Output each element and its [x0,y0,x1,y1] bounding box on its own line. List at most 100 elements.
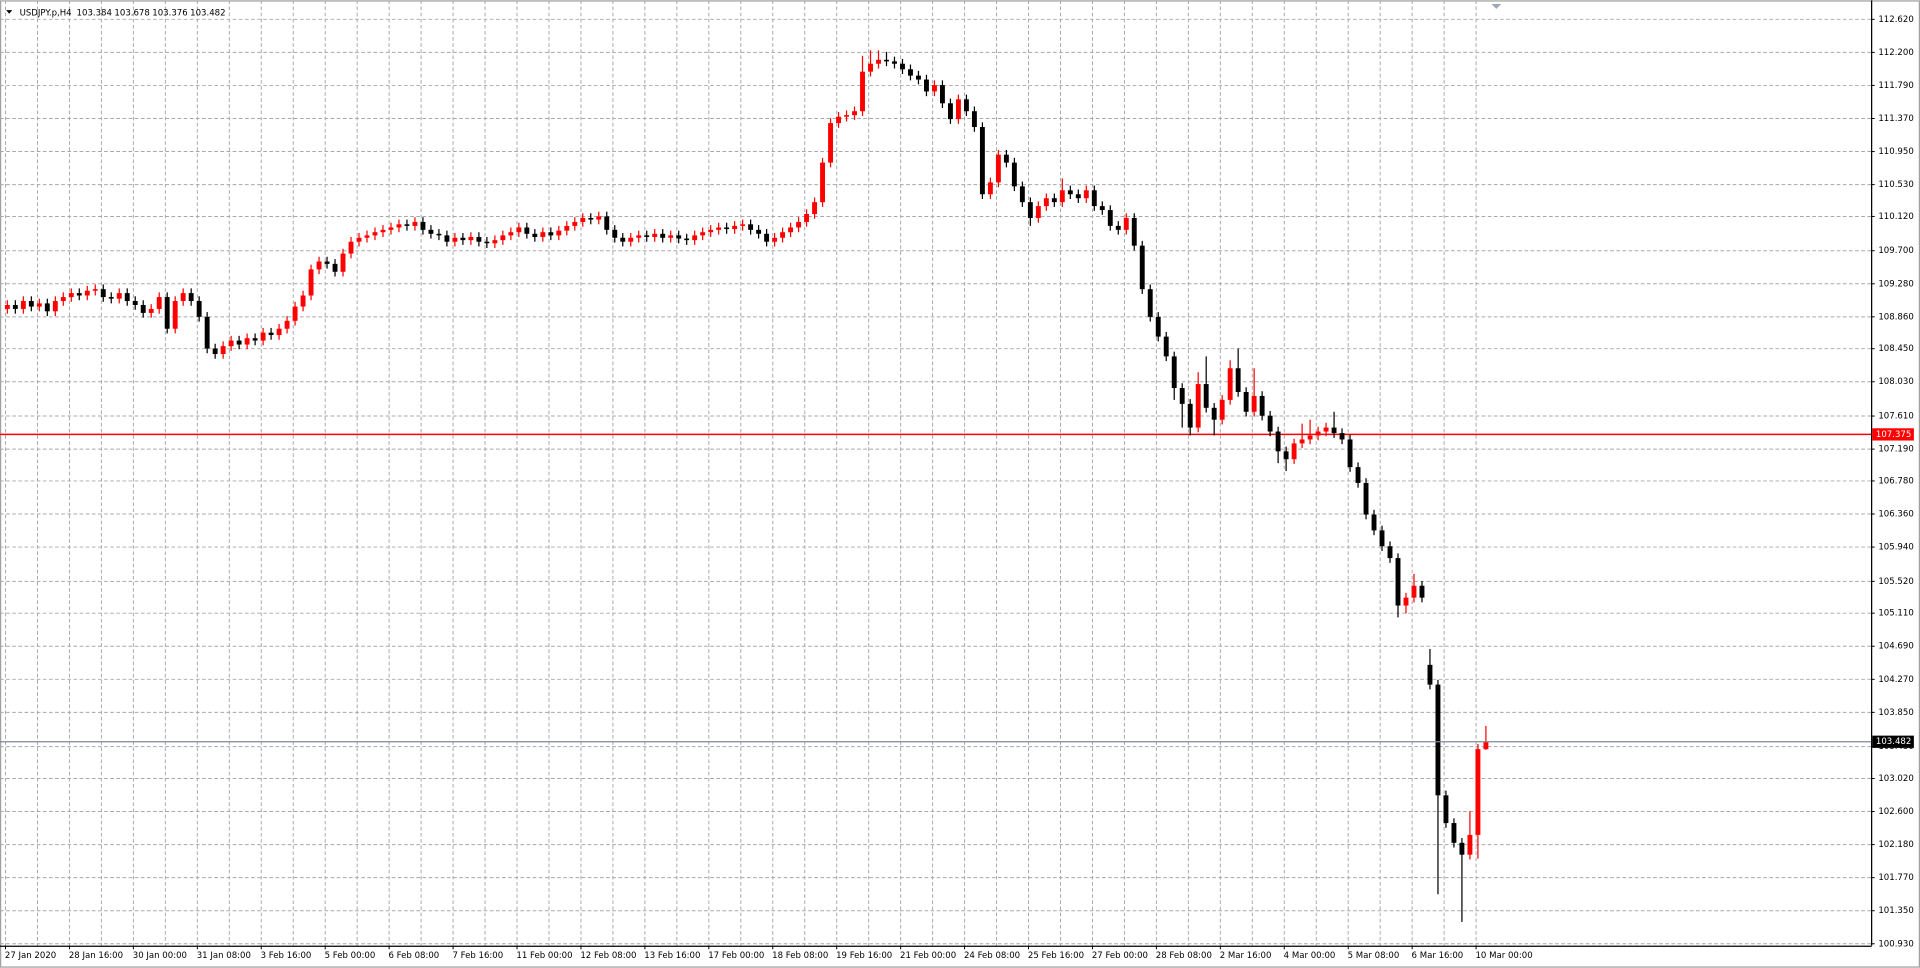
candle-body [236,340,242,345]
candle-body [604,216,610,230]
candle-body [660,233,666,238]
candle-body [1379,530,1385,547]
y-tick-label: 105.110 [1878,609,1913,619]
candle-body [1411,585,1417,598]
candle-body [20,301,26,309]
y-tick-label: 102.180 [1878,840,1913,850]
candle-body [180,293,186,302]
candle-body [596,216,602,220]
candle-body [1243,391,1249,412]
candle-body [52,301,58,312]
candle-body [60,297,66,302]
y-tick-label: 111.370 [1878,114,1913,124]
candle-body [276,328,282,336]
candle-body [188,293,194,302]
candle-body [412,221,418,226]
candles [0,50,1872,922]
candle-body [1363,482,1369,515]
x-tick-label: 6 Mar 16:00 [1412,951,1464,961]
candle-body [508,232,514,236]
last-price-box [1872,735,1914,748]
candle-body [532,233,538,237]
candle-body [1419,585,1425,598]
candle-body [332,263,338,272]
x-tick-label: 12 Feb 08:00 [580,951,636,961]
chart-header: USDJPY.p,H4 103.384 103.678 103.376 103.482 [20,8,226,18]
candle-body [1163,336,1169,357]
candle-body [1171,356,1177,389]
candle-body [620,237,626,242]
candle-body [1179,388,1185,404]
candle-body [244,338,250,345]
candle-body [1211,407,1217,420]
candle-body [124,293,130,302]
candle-body [444,235,450,242]
candle-body [939,85,945,104]
y-tick-label: 103.020 [1878,774,1913,784]
x-tick-label: 13 Feb 16:00 [644,951,700,961]
candle-body [492,240,498,244]
y-tick-label: 101.770 [1878,873,1913,883]
candle-body [1371,514,1377,531]
x-tick-label: 7 Feb 16:00 [452,951,503,961]
candle-body [540,232,546,237]
y-tick-label: 101.350 [1878,906,1913,916]
candle-body [644,235,650,237]
candle-body [668,235,674,238]
x-tick-label: 27 Feb 00:00 [1092,951,1148,961]
candle-body [476,236,482,242]
y-tick-label: 105.520 [1878,577,1913,587]
candle-body [796,221,802,228]
candle-body [92,289,98,291]
candle-body [1395,558,1401,606]
last-open: 103.384 [77,8,112,18]
level-label-box [1872,428,1914,441]
candle-body [588,217,594,220]
candle-body [1131,217,1137,246]
candle-body [844,115,849,117]
y-tick-label: 111.790 [1878,81,1913,91]
candle-body [1019,186,1025,203]
candle-body [788,227,794,233]
candle-body [12,304,18,309]
x-tick-label: 24 Feb 08:00 [964,951,1020,961]
candle-body [1227,368,1233,400]
candle-body [68,293,74,298]
shift-marker[interactable] [1491,4,1502,9]
x-tick-label: 27 Jan 2020 [5,951,56,961]
candle-body [268,332,274,336]
candle-body [820,162,826,203]
y-tick-label: 109.700 [1878,246,1913,256]
candle-body [548,232,554,236]
candle-body [1403,597,1409,606]
last-close: 103.482 [190,8,225,18]
y-tick-label: 104.270 [1878,675,1913,685]
candle-body [971,111,977,128]
candle-body [324,261,330,264]
candle-body [900,63,905,70]
candle-body [1123,217,1129,230]
y-tick-label: 108.030 [1878,377,1913,387]
candle-body [484,241,490,244]
x-tick-label: 4 Mar 00:00 [1284,951,1336,961]
candle-body [428,229,434,234]
y-tick-label: 112.200 [1878,48,1913,58]
candle-body [396,224,402,228]
y-tick-label: 108.450 [1878,344,1913,354]
menu-arrow[interactable] [6,10,13,14]
candle-body [628,237,634,242]
candle-body [724,227,730,230]
candle-body [1435,684,1441,796]
candle-body [1483,741,1489,750]
candle-body [372,232,378,236]
x-tick-label: 3 Feb 16:00 [261,951,312,961]
y-tick-label: 107.190 [1878,445,1913,455]
candle-body [1387,546,1393,559]
candle-body [220,346,226,355]
candle-body [1075,194,1081,199]
candle-body [1427,664,1433,685]
candle-body [1203,384,1209,408]
candle-body [4,304,10,309]
candle-body [356,237,362,242]
